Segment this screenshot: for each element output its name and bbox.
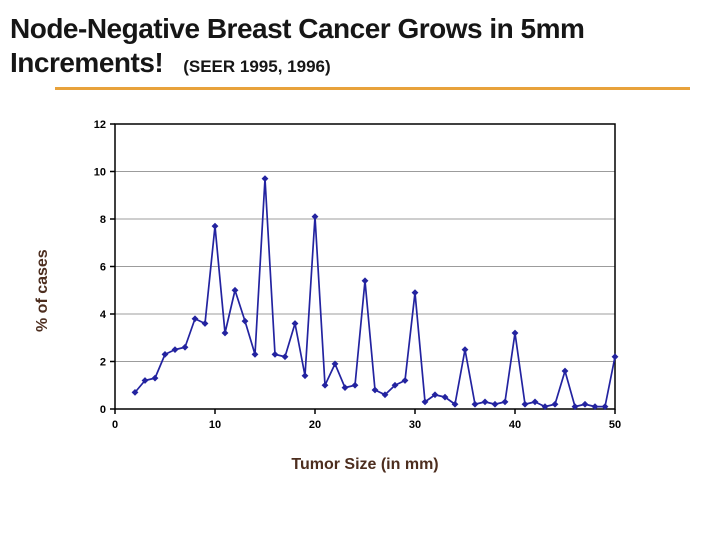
chart-marker [341, 384, 349, 392]
chart-line [134, 177, 616, 408]
chart-marker [171, 346, 179, 354]
chart-marker [281, 353, 289, 361]
chart-marker [611, 353, 619, 361]
chart-marker [431, 391, 439, 399]
chart-marker [501, 398, 509, 406]
chart-marker [161, 350, 169, 358]
x-tick-label: 10 [209, 419, 221, 431]
chart-marker [131, 388, 139, 396]
chart-marker [301, 372, 309, 380]
y-tick-label: 8 [100, 214, 106, 226]
title-underline [55, 87, 690, 90]
chart-marker [241, 317, 249, 325]
x-tick-label: 50 [609, 419, 621, 431]
chart-marker [191, 315, 199, 323]
chart-marker [331, 360, 339, 368]
x-tick-label: 0 [112, 419, 118, 431]
chart-marker [541, 403, 549, 411]
y-tick-label: 6 [100, 262, 106, 274]
y-tick-label: 10 [94, 167, 106, 179]
subtitle-seer: (SEER 1995, 1996) [183, 57, 331, 76]
chart-marker [601, 403, 609, 411]
chart-svg: 0 2 4 6 8 10 12 0 10 20 30 40 50 [94, 119, 621, 431]
chart-marker [441, 393, 449, 401]
chart-marker [491, 400, 499, 408]
chart-marker [511, 329, 519, 337]
x-tick-label: 20 [309, 419, 321, 431]
chart-marker [481, 398, 489, 406]
chart-marker [411, 289, 419, 297]
chart-marker [261, 175, 269, 183]
chart-marker [231, 286, 239, 294]
y-tick-label: 12 [94, 119, 106, 131]
chart-marker [201, 320, 209, 327]
y-tick-label: 4 [100, 309, 107, 321]
chart-marker [471, 400, 479, 408]
chart-marker [561, 367, 569, 375]
chart-marker [451, 400, 459, 408]
chart-marker [321, 381, 329, 389]
chart-marker [461, 346, 469, 354]
y-tick-label: 0 [100, 404, 106, 416]
y-tick-label: 2 [100, 357, 106, 369]
chart-marker [371, 386, 379, 394]
chart-marker [591, 403, 599, 411]
chart-marker [291, 320, 299, 327]
chart-marker [141, 377, 149, 384]
slide-title-block: Node-Negative Breast Cancer Grows in 5mm… [10, 12, 710, 84]
chart-marker [311, 213, 319, 221]
chart-marker [551, 400, 559, 408]
x-tick-label: 30 [409, 419, 421, 431]
chart-marker [581, 400, 589, 408]
x-axis-title: Tumor Size (in mm) [291, 456, 439, 473]
chart-marker [151, 374, 159, 382]
chart-marker [381, 391, 389, 399]
chart-marker [221, 329, 229, 337]
y-axis-title: % of cases [34, 249, 51, 332]
chart-marker [351, 381, 359, 389]
chart-marker [251, 350, 259, 358]
chart-marker [271, 350, 279, 358]
chart-marker [531, 398, 539, 406]
chart-marker [421, 398, 429, 406]
title-line-2-row: Increments! (SEER 1995, 1996) [10, 46, 710, 84]
title-line-2: Increments! [10, 47, 164, 78]
chart-marker [571, 403, 579, 411]
chart-marker [521, 400, 529, 408]
x-tick-label: 40 [509, 419, 521, 431]
chart-marker [361, 277, 369, 285]
chart-marker [401, 377, 409, 384]
chart-marker [391, 381, 399, 389]
title-line-1: Node-Negative Breast Cancer Grows in 5mm [10, 13, 585, 44]
chart-marker [181, 343, 189, 351]
chart-marker [211, 222, 219, 230]
